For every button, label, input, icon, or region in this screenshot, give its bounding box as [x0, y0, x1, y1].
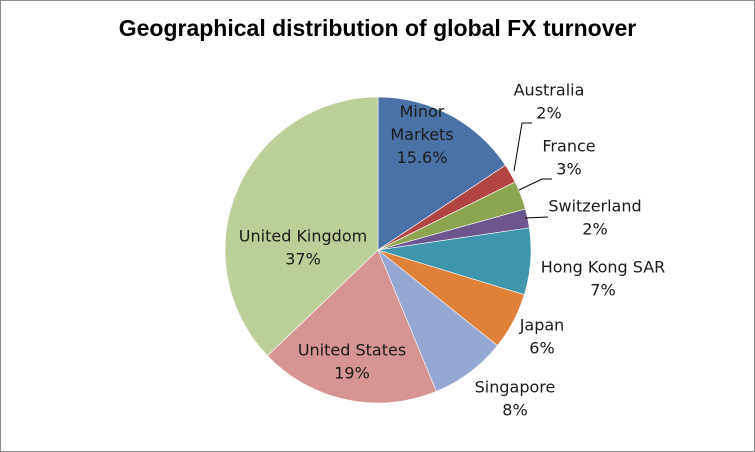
slice-label-switzerland: Switzerland 2%: [548, 197, 641, 239]
leader-line-australia: [513, 122, 532, 172]
leader-line-switzerland: [524, 216, 549, 219]
pie-slice-united-kingdom: [224, 96, 379, 357]
slice-label-australia: Australia 2%: [514, 81, 585, 123]
leader-line-france: [518, 178, 552, 191]
slice-label-united-kingdom: United Kingdom 37%: [239, 227, 367, 269]
pie-slice-united-states: [267, 249, 437, 404]
chart-title: Geographical distribution of global FX t…: [118, 15, 637, 41]
slice-label-japan: Japan 6%: [519, 316, 565, 358]
slice-label-hong-kong-sar: Hong Kong SAR 7%: [541, 258, 666, 300]
slice-label-singapore: Singapore 8%: [475, 378, 556, 420]
slice-label-france: France 3%: [542, 137, 595, 179]
slice-label-minor-markets: Minor Markets 15.6%: [390, 102, 453, 167]
slice-label-united-states: United States 19%: [298, 341, 406, 383]
pie-slice-minor-markets: [377, 96, 506, 251]
